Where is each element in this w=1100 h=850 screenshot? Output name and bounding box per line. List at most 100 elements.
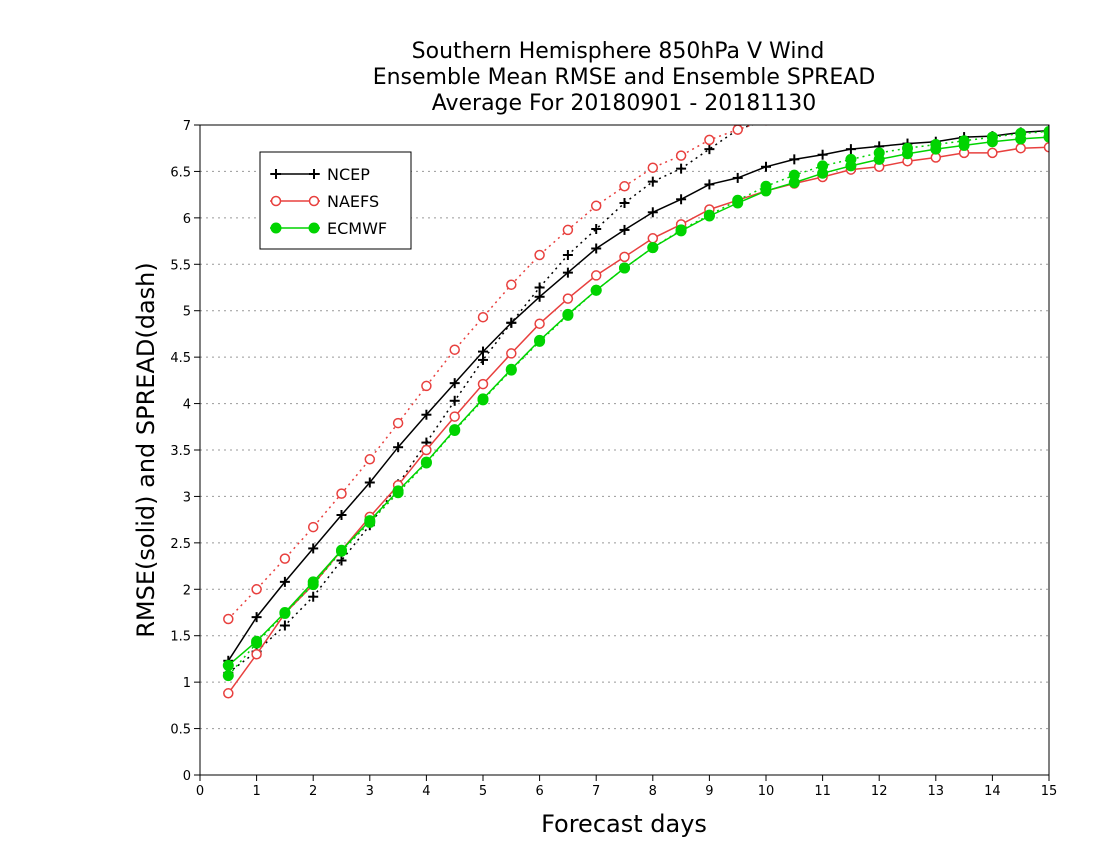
legend-marker-left <box>270 222 282 234</box>
data-point <box>704 179 715 190</box>
data-point <box>477 378 489 390</box>
data-point <box>1015 127 1027 139</box>
data-point <box>619 224 630 235</box>
data-point <box>1044 85 1054 95</box>
data-point <box>873 147 885 159</box>
data-point <box>336 488 347 499</box>
data-point <box>675 150 687 161</box>
data-point <box>505 364 517 376</box>
data-point <box>393 442 404 453</box>
legend-item-ncep: NCEP <box>270 165 370 184</box>
x-tick-label: 5 <box>479 784 487 799</box>
data-point <box>930 139 942 150</box>
y-tick-label: 6 <box>183 212 191 227</box>
data-point <box>788 169 800 181</box>
data-point <box>763 125 769 126</box>
legend-marker-right <box>309 169 319 179</box>
data-point <box>364 477 375 488</box>
data-point <box>562 224 574 236</box>
data-point <box>392 487 404 499</box>
y-tick-label: 0.5 <box>170 723 191 738</box>
data-point <box>704 144 715 155</box>
y-tick-label: 3 <box>183 490 191 505</box>
data-point <box>223 688 234 699</box>
data-point <box>647 176 658 187</box>
legend-marker-right <box>308 222 320 234</box>
data-point <box>222 659 234 671</box>
y-axis-label: RMSE(solid) and SPREAD(dash) <box>132 262 160 638</box>
data-point <box>534 249 545 261</box>
data-point <box>845 144 856 155</box>
data-point <box>449 378 460 389</box>
data-point <box>647 162 659 173</box>
data-point <box>760 180 772 192</box>
y-tick-label: 7 <box>183 119 191 134</box>
x-tick-label: 9 <box>705 784 713 799</box>
data-point <box>336 545 347 557</box>
x-axis: 0 1 2 3 4 5 6 7 8 9 10 11 12 13 14 15 <box>196 775 1057 799</box>
data-point <box>846 100 855 109</box>
data-point <box>903 94 913 104</box>
legend-item-ecmwf: ECMWF <box>270 219 387 238</box>
legend-marker-right <box>308 195 320 207</box>
data-point <box>449 425 461 436</box>
legend-label: NCEP <box>327 165 370 184</box>
x-tick-label: 10 <box>758 784 775 799</box>
data-point <box>959 90 969 100</box>
y-tick-label: 4.5 <box>170 351 191 366</box>
data-point <box>960 91 969 100</box>
data-point <box>562 309 574 321</box>
data-point <box>421 409 432 420</box>
data-point <box>279 607 291 619</box>
data-point <box>1043 126 1049 137</box>
y-tick-label: 3.5 <box>170 444 191 459</box>
data-point <box>675 224 687 236</box>
series-ecmwf-spread <box>222 126 1049 682</box>
data-point <box>874 97 884 107</box>
data-point <box>818 103 828 113</box>
data-point <box>676 163 687 174</box>
data-point <box>931 92 941 102</box>
y-tick-label: 2.5 <box>170 537 191 552</box>
chart-title-line-2: Ensemble Mean RMSE and Ensemble SPREAD <box>373 65 876 90</box>
data-point <box>279 576 290 587</box>
data-point <box>590 284 602 296</box>
data-point <box>590 270 602 281</box>
y-axis: 0 0.5 1 1.5 2 2.5 3 3.5 4 4.5 5 5.5 6 6.5 7 <box>170 119 200 784</box>
data-point <box>931 93 940 102</box>
data-point <box>818 104 827 113</box>
data-point <box>307 579 319 591</box>
data-point <box>591 243 602 254</box>
data-point <box>478 354 488 365</box>
y-tick-label: 5.5 <box>170 258 191 273</box>
x-tick-label: 6 <box>535 784 543 799</box>
data-point <box>647 233 659 244</box>
data-point <box>732 125 743 135</box>
data-point <box>590 200 602 212</box>
y-tick-label: 2 <box>183 583 191 598</box>
data-point <box>1015 142 1026 154</box>
x-axis-label: Forecast days <box>541 810 707 838</box>
data-point <box>562 250 573 260</box>
x-tick-label: 14 <box>984 784 1001 799</box>
legend-label: NAEFS <box>327 192 379 211</box>
legend: NCEP NAEFS ECMWF <box>259 151 412 250</box>
y-tick-label: 1 <box>183 676 191 691</box>
data-point <box>704 134 715 146</box>
data-point <box>676 194 687 205</box>
data-point <box>392 417 404 429</box>
chart-title-line-3: Average For 20180901 - 20181130 <box>432 91 817 116</box>
data-point <box>477 311 489 323</box>
data-point <box>506 317 517 328</box>
data-point <box>478 346 488 357</box>
x-tick-label: 2 <box>309 784 317 799</box>
data-point <box>1016 87 1025 96</box>
data-point <box>307 521 319 533</box>
x-tick-label: 12 <box>871 784 888 799</box>
legend-marker-left <box>271 169 281 179</box>
data-point <box>789 154 800 165</box>
data-point <box>817 160 829 172</box>
data-point <box>1045 85 1054 94</box>
data-point <box>591 224 602 234</box>
data-point <box>619 262 630 274</box>
